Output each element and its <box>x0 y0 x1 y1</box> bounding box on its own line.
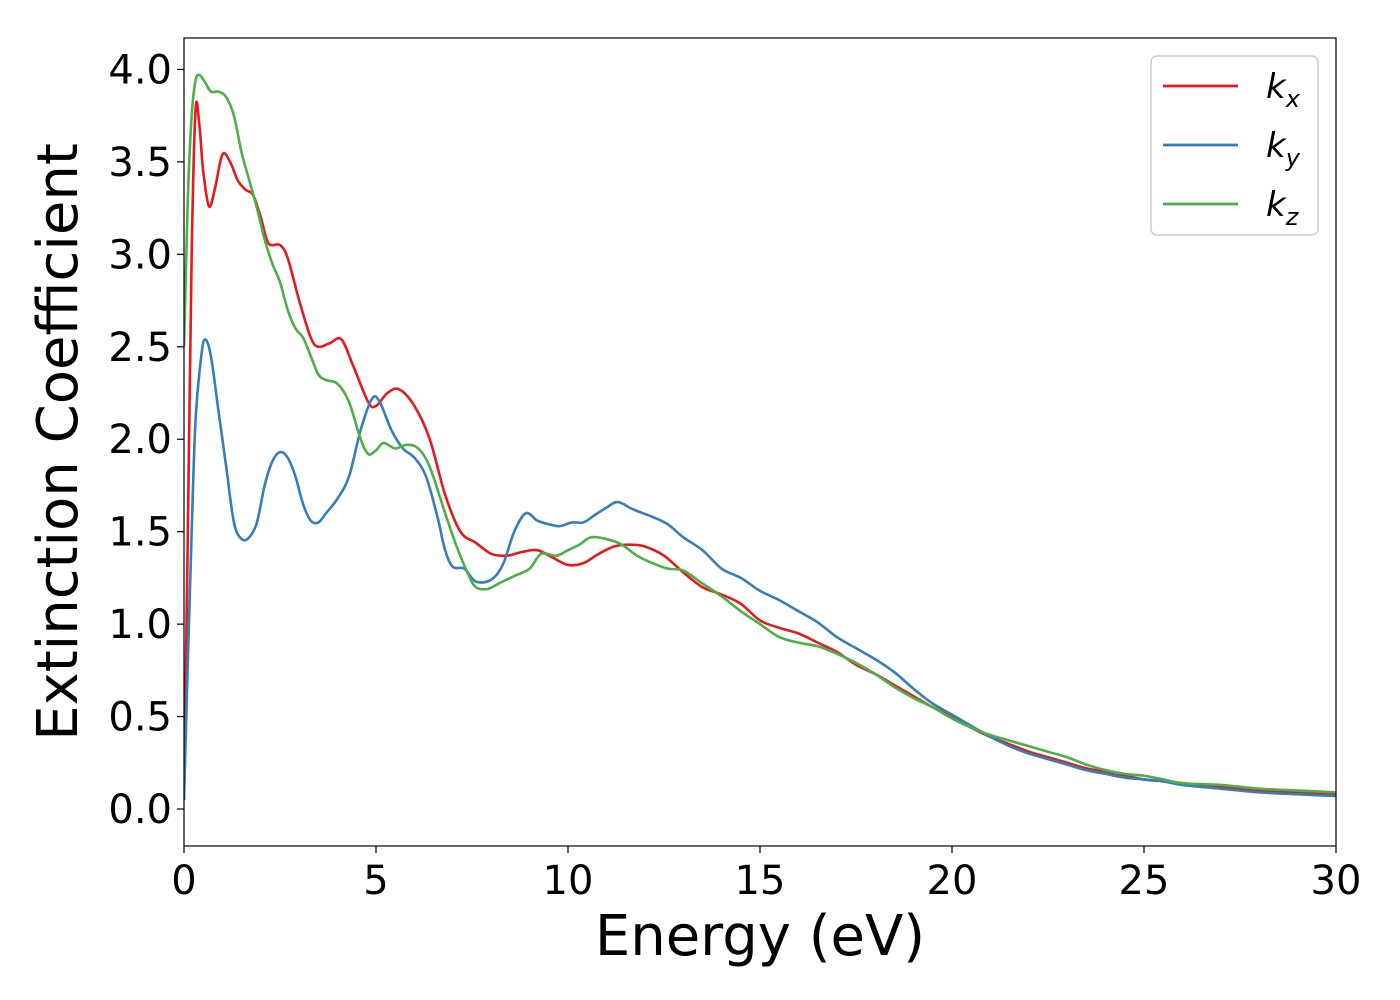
legend-label-base: k <box>1266 126 1287 166</box>
x-tick-label: 0 <box>171 858 196 904</box>
legend-label-subscript: z <box>1285 203 1300 231</box>
y-axis-title: Extinction Coefficient <box>26 143 91 741</box>
x-tick-label: 25 <box>1119 858 1170 904</box>
axes-layer: 0 5 10 15 20 25 30 0.0 0.5 1.0 1.5 2.0 2.5 3.0 3.5 4.0 E… <box>26 37 1362 969</box>
legend-label-base: k <box>1266 67 1287 107</box>
x-tick-label: 20 <box>927 858 978 904</box>
y-tick-label: 2.0 <box>108 417 172 463</box>
legend-label-base: k <box>1266 185 1287 225</box>
legend-label-x: kx <box>1266 67 1301 113</box>
legend-label-y: ky <box>1266 126 1301 172</box>
series-line-y <box>184 338 1336 800</box>
y-tick-label: 0.5 <box>108 695 172 741</box>
x-tick-label: 30 <box>1311 858 1362 904</box>
legend-label-z: kz <box>1266 185 1300 231</box>
y-tick-label: 1.5 <box>108 510 172 556</box>
x-tick-label: 15 <box>735 858 786 904</box>
legend-label-subscript: y <box>1285 144 1301 172</box>
x-axis-title: Energy (eV) <box>595 904 925 969</box>
series-line-x <box>184 100 1336 800</box>
legend-label-subscript: x <box>1285 85 1301 113</box>
y-tick-label: 1.0 <box>108 602 172 648</box>
y-tick-label: 3.5 <box>108 140 172 186</box>
x-tick-label: 5 <box>363 858 388 904</box>
y-tick-label: 4.0 <box>108 47 172 93</box>
series-line-z <box>184 73 1336 794</box>
x-tick-label: 10 <box>543 858 594 904</box>
series-layer <box>184 73 1336 800</box>
y-tick-label: 0.0 <box>108 787 172 833</box>
y-tick-label: 3.0 <box>108 232 172 278</box>
y-tick-label: 2.5 <box>108 325 172 371</box>
